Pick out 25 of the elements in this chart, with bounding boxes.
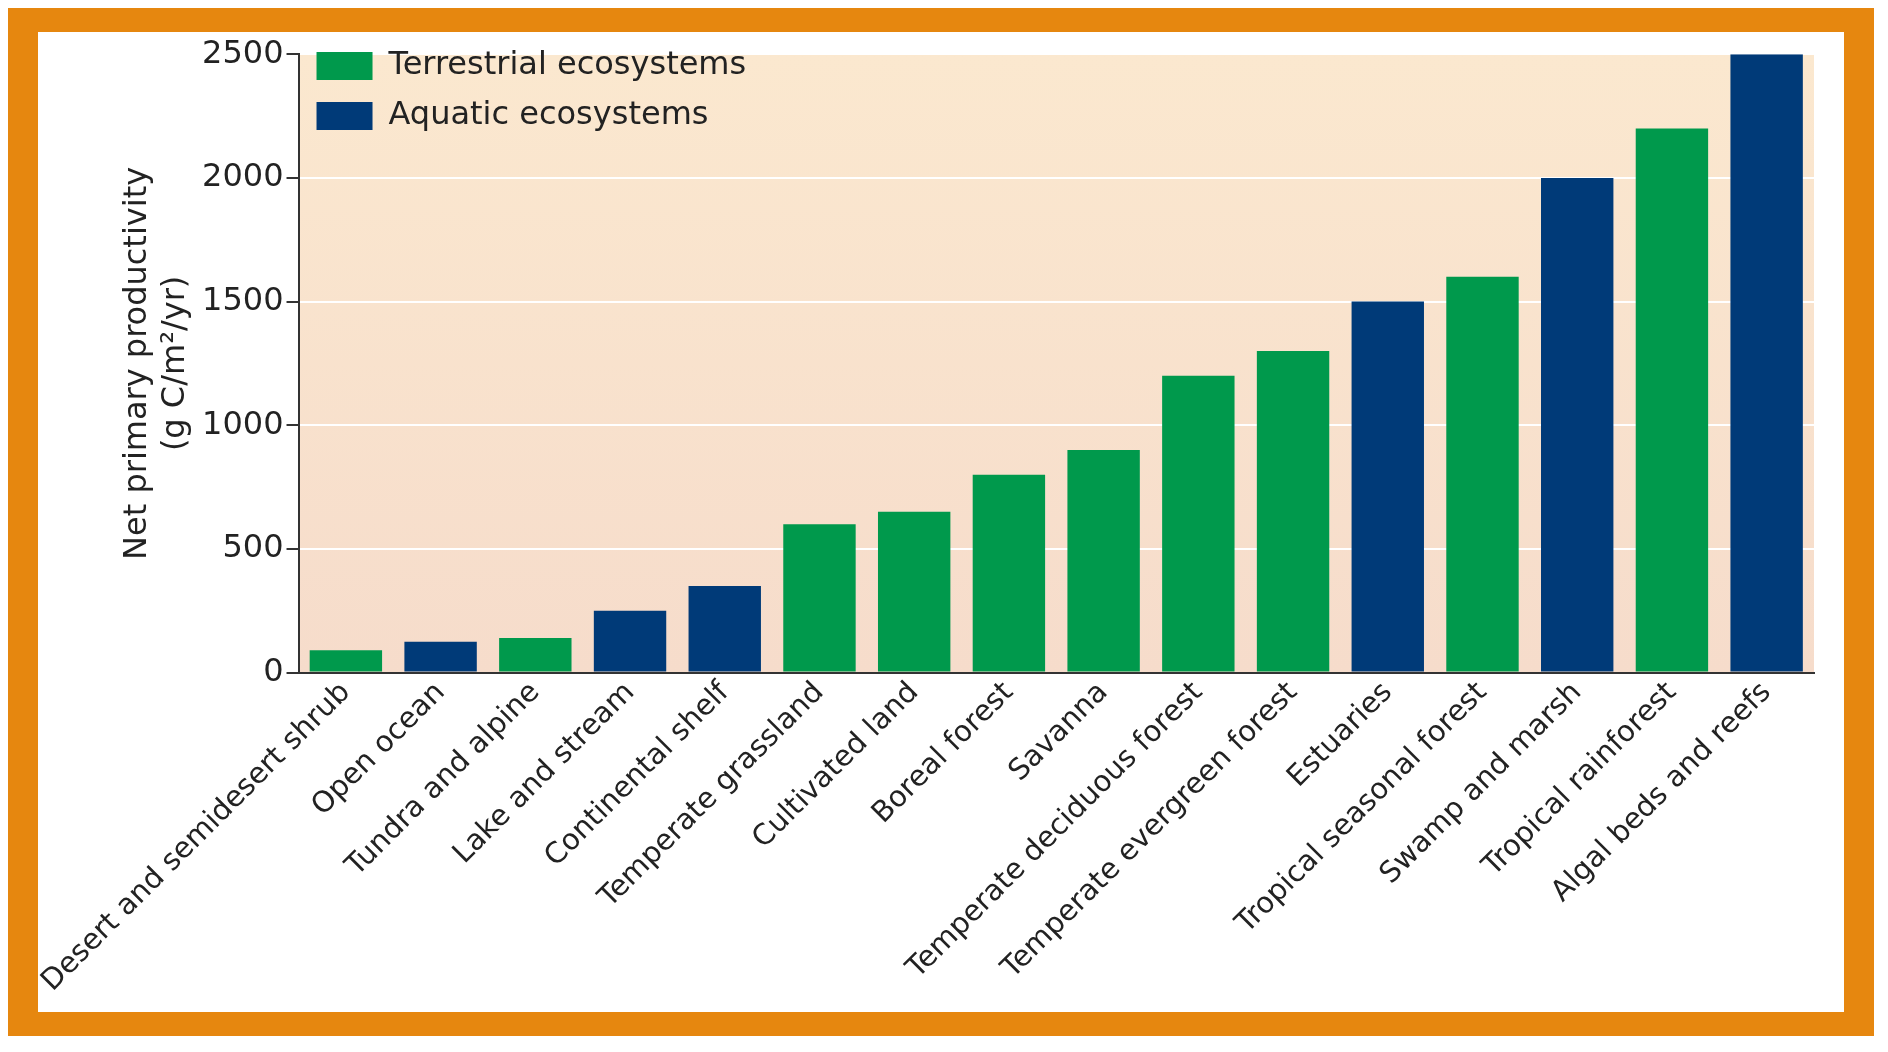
bar bbox=[1446, 276, 1519, 672]
y-tick-label: 1500 bbox=[202, 279, 284, 318]
y-tick-label: 1000 bbox=[202, 403, 284, 442]
bar bbox=[309, 650, 383, 672]
bar bbox=[404, 641, 477, 672]
bar bbox=[877, 511, 951, 672]
bar bbox=[1351, 301, 1424, 672]
y-tick-label: 0 bbox=[263, 650, 284, 689]
bar bbox=[1067, 449, 1140, 672]
bar bbox=[1162, 375, 1235, 672]
bar bbox=[783, 524, 856, 672]
bar bbox=[1541, 177, 1614, 672]
y-tick-label: 500 bbox=[222, 527, 284, 566]
bar bbox=[499, 637, 572, 672]
bar bbox=[1256, 351, 1330, 672]
legend-label: Terrestrial ecosystems bbox=[387, 44, 747, 83]
y-axis-title: Net primary productivity (g C/m²/yr) bbox=[115, 166, 193, 560]
y-tick-label: 2000 bbox=[202, 156, 284, 195]
bar bbox=[688, 586, 761, 672]
bar bbox=[1635, 128, 1709, 672]
bar bbox=[1730, 54, 1803, 672]
legend-label: Aquatic ecosystems bbox=[388, 94, 709, 133]
bar bbox=[972, 474, 1046, 672]
y-tick-label: 2500 bbox=[202, 32, 284, 71]
bar bbox=[593, 610, 667, 672]
